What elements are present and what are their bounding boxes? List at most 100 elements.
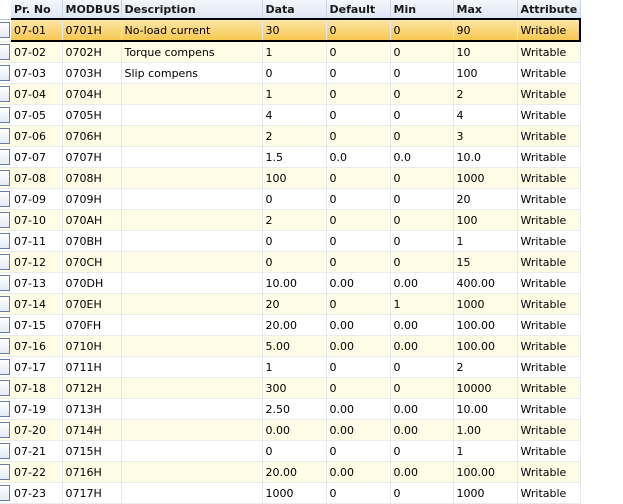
column-header-attribute[interactable]: Attribute [517, 0, 581, 20]
cell-description: Torque compens [121, 41, 263, 63]
cell-min: 0.00 [390, 272, 454, 294]
cell-data[interactable]: 20 [262, 293, 327, 315]
table-row[interactable]: 07-12 070CH 0 0 0 15 Writable [0, 251, 581, 273]
row-handle-icon [0, 86, 10, 102]
cell-data[interactable]: 1 [262, 83, 327, 105]
cell-max: 1000 [453, 167, 518, 189]
column-header-min[interactable]: Min [390, 0, 454, 20]
row-selector[interactable] [0, 62, 11, 84]
cell-min: 0.00 [390, 461, 454, 483]
cell-max: 100 [453, 62, 518, 84]
table-row[interactable]: 07-11 070BH 0 0 0 1 Writable [0, 230, 581, 252]
table-row[interactable]: 07-15 070FH 20.00 0.00 0.00 100.00 Writable [0, 314, 581, 336]
row-selector[interactable] [0, 314, 11, 336]
cell-attribute: Writable [517, 398, 581, 420]
cell-data[interactable]: 1 [262, 41, 327, 63]
table-row[interactable]: 07-06 0706H 2 0 0 3 Writable [0, 125, 581, 147]
table-row[interactable]: 07-08 0708H 100 0 0 1000 Writable [0, 167, 581, 189]
row-selector[interactable] [0, 19, 11, 42]
cell-max: 100 [453, 209, 518, 231]
cell-data[interactable]: 5.00 [262, 335, 327, 357]
cell-data[interactable]: 0.00 [262, 419, 327, 441]
cell-data[interactable]: 0 [262, 251, 327, 273]
table-row[interactable]: 07-18 0712H 300 0 0 10000 Writable [0, 377, 581, 399]
cell-data[interactable]: 300 [262, 377, 327, 399]
cell-data[interactable]: 20.00 [262, 461, 327, 483]
cell-data[interactable]: 0 [262, 440, 327, 462]
row-selector[interactable] [0, 209, 11, 231]
cell-description [121, 398, 263, 420]
cell-data[interactable]: 2 [262, 125, 327, 147]
row-selector[interactable] [0, 461, 11, 483]
row-selector[interactable] [0, 83, 11, 105]
table-row[interactable]: 07-14 070EH 20 0 1 1000 Writable [0, 293, 581, 315]
row-selector[interactable] [0, 230, 11, 252]
table-row[interactable]: 07-09 0709H 0 0 0 20 Writable [0, 188, 581, 210]
column-header-max[interactable]: Max [453, 0, 518, 20]
cell-data[interactable]: 1.5 [262, 146, 327, 168]
table-row[interactable]: 07-19 0713H 2.50 0.00 0.00 10.00 Writable [0, 398, 581, 420]
table-row[interactable]: 07-20 0714H 0.00 0.00 0.00 1.00 Writable [0, 419, 581, 441]
cell-modbus: 0707H [62, 146, 122, 168]
row-selector[interactable] [0, 293, 11, 315]
cell-data[interactable]: 10.00 [262, 272, 327, 294]
row-selector[interactable] [0, 398, 11, 420]
table-row[interactable]: 07-22 0716H 20.00 0.00 0.00 100.00 Writable [0, 461, 581, 483]
cell-description [121, 125, 263, 147]
row-selector[interactable] [0, 419, 11, 441]
row-selector[interactable] [0, 482, 11, 504]
cell-data[interactable]: 1 [262, 356, 327, 378]
cell-data[interactable]: 4 [262, 104, 327, 126]
column-header-description[interactable]: Description [121, 0, 263, 20]
row-selector[interactable] [0, 377, 11, 399]
row-selector[interactable] [0, 251, 11, 273]
cell-description [121, 314, 263, 336]
table-row[interactable]: 07-04 0704H 1 0 0 2 Writable [0, 83, 581, 105]
cell-pr-no: 07-11 [11, 230, 63, 252]
row-selector[interactable] [0, 440, 11, 462]
cell-min: 0 [390, 440, 454, 462]
table-row[interactable]: 07-10 070AH 2 0 0 100 Writable [0, 209, 581, 231]
cell-data[interactable]: 1000 [262, 482, 327, 504]
cell-data[interactable]: 30 [262, 18, 327, 42]
row-selector[interactable] [0, 167, 11, 189]
table-row[interactable]: 07-17 0711H 1 0 0 2 Writable [0, 356, 581, 378]
row-selector[interactable] [0, 104, 11, 126]
table-row[interactable]: 07-03 0703H Slip compens 0 0 0 100 Writable [0, 62, 581, 84]
row-selector[interactable] [0, 356, 11, 378]
table-row[interactable]: 07-07 0707H 1.5 0.0 0.0 10.0 Writable [0, 146, 581, 168]
cell-data[interactable]: 2.50 [262, 398, 327, 420]
table-row[interactable]: 07-05 0705H 4 0 0 4 Writable [0, 104, 581, 126]
cell-default: 0 [326, 62, 391, 84]
cell-attribute: Writable [517, 482, 581, 504]
cell-attribute: Writable [517, 251, 581, 273]
cell-data[interactable]: 0 [262, 62, 327, 84]
cell-data[interactable]: 0 [262, 188, 327, 210]
column-header-modbus[interactable]: MODBUS [62, 0, 122, 20]
table-row[interactable]: 07-02 0702H Torque compens 1 0 0 10 Writable [0, 41, 581, 63]
row-selector[interactable] [0, 272, 11, 294]
cell-data[interactable]: 100 [262, 167, 327, 189]
cell-pr-no: 07-02 [11, 41, 63, 63]
cell-attribute: Writable [517, 125, 581, 147]
column-header-default[interactable]: Default [326, 0, 391, 20]
table-row[interactable]: 07-16 0710H 5.00 0.00 0.00 100.00 Writable [0, 335, 581, 357]
row-selector[interactable] [0, 335, 11, 357]
cell-data[interactable]: 20.00 [262, 314, 327, 336]
row-selector[interactable] [0, 188, 11, 210]
row-selector[interactable] [0, 125, 11, 147]
column-header-data[interactable]: Data [262, 0, 327, 20]
table-row[interactable]: 07-13 070DH 10.00 0.00 0.00 400.00 Writable [0, 272, 581, 294]
row-handle-icon [0, 65, 10, 81]
column-header-pr-no[interactable]: Pr. No [11, 0, 63, 20]
row-selector[interactable] [0, 146, 11, 168]
cell-default: 0 [326, 167, 391, 189]
cell-data[interactable]: 2 [262, 209, 327, 231]
cell-min: 0.00 [390, 335, 454, 357]
row-selector[interactable] [0, 41, 11, 63]
cell-data[interactable]: 0 [262, 230, 327, 252]
table-row[interactable]: 07-21 0715H 0 0 0 1 Writable [0, 440, 581, 462]
cell-modbus: 0710H [62, 335, 122, 357]
table-row[interactable]: 07-23 0717H 1000 0 0 1000 Writable [0, 482, 581, 504]
table-row[interactable]: 07-01 0701H No-load current 30 0 0 90 Writable [0, 18, 581, 42]
